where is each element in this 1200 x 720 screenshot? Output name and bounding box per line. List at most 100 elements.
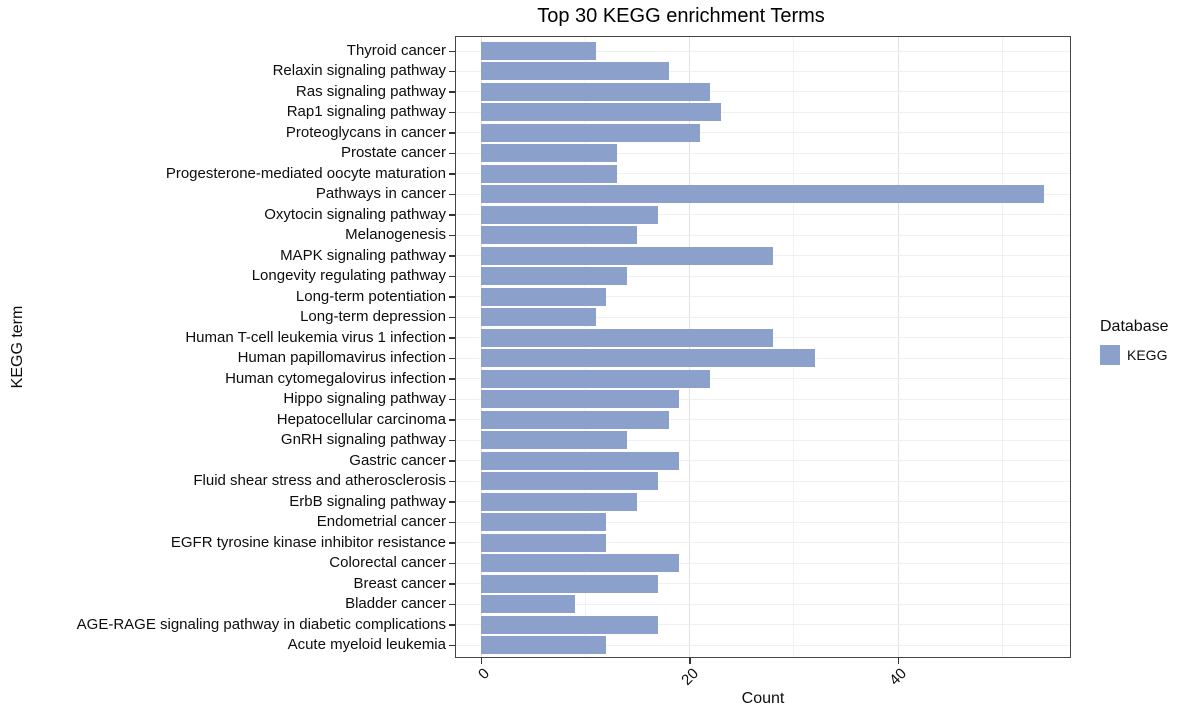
major-gridline bbox=[897, 36, 899, 658]
y-axis-tick-label: Long-term potentiation bbox=[295, 287, 446, 305]
bar bbox=[481, 246, 773, 265]
row-gridline bbox=[455, 70, 1071, 72]
minor-gridline bbox=[1001, 36, 1003, 658]
row-gridline bbox=[455, 542, 1071, 544]
y-axis-tick-label: Pathways in cancer bbox=[315, 185, 446, 203]
y-axis-tick-label: Melanogenesis bbox=[345, 226, 446, 244]
row-gridline bbox=[455, 234, 1071, 236]
y-axis-tick bbox=[449, 460, 455, 462]
y-axis-tick-label: Human T-cell leukemia virus 1 infection bbox=[185, 328, 446, 346]
bar bbox=[481, 472, 659, 491]
y-axis-tick bbox=[449, 70, 455, 73]
bar bbox=[481, 533, 607, 552]
y-axis-tick-label: Fluid shear stress and atherosclerosis bbox=[193, 472, 446, 490]
y-axis-tick bbox=[449, 378, 455, 380]
row-gridline bbox=[455, 275, 1071, 277]
y-axis-tick bbox=[449, 583, 455, 585]
bar bbox=[481, 615, 659, 634]
row-gridline bbox=[455, 419, 1071, 421]
y-axis-tick bbox=[449, 173, 455, 175]
row-gridline bbox=[455, 152, 1071, 154]
bar bbox=[481, 267, 627, 286]
bar bbox=[481, 410, 669, 429]
y-axis-tick bbox=[449, 275, 455, 278]
y-axis-tick bbox=[449, 91, 455, 93]
plot-panel bbox=[455, 36, 1071, 658]
bar bbox=[481, 185, 1044, 204]
major-gridline bbox=[480, 36, 482, 658]
y-axis-tick-label: Rap1 signaling pathway bbox=[286, 103, 446, 121]
bar bbox=[481, 328, 773, 347]
y-axis-tick-label: Hepatocellular carcinoma bbox=[276, 410, 446, 428]
bar bbox=[481, 82, 711, 101]
row-gridline bbox=[455, 603, 1071, 605]
y-axis-tick-label: Progesterone-mediated oocyte maturation bbox=[165, 164, 446, 182]
bar bbox=[481, 492, 638, 511]
row-gridline bbox=[455, 501, 1071, 503]
y-axis-tick bbox=[449, 152, 455, 155]
y-axis-tick bbox=[449, 234, 455, 237]
bar bbox=[481, 513, 607, 532]
row-gridline bbox=[455, 50, 1071, 52]
y-axis-tick-label: ErbB signaling pathway bbox=[289, 492, 446, 510]
y-axis-tick bbox=[449, 562, 455, 565]
bar bbox=[481, 574, 659, 593]
y-axis-tick bbox=[449, 337, 455, 339]
row-gridline bbox=[455, 439, 1071, 441]
minor-gridline bbox=[793, 36, 795, 658]
row-gridline bbox=[455, 521, 1071, 523]
y-axis-tick-label: Endometrial cancer bbox=[316, 513, 446, 531]
y-axis-tick-label: Acute myeloid leukemia bbox=[287, 636, 446, 653]
y-axis-tick-label: Gastric cancer bbox=[349, 451, 446, 469]
bar bbox=[481, 164, 617, 183]
y-axis-tick bbox=[449, 439, 455, 442]
y-axis-tick-label: Hippo signaling pathway bbox=[283, 390, 446, 408]
y-axis-tick-label: Oxytocin signaling pathway bbox=[264, 205, 446, 223]
legend-swatch-icon bbox=[1100, 345, 1120, 365]
x-axis-title: Count bbox=[741, 690, 785, 707]
y-axis-tick bbox=[449, 644, 455, 646]
row-gridline bbox=[455, 214, 1071, 216]
row-gridline bbox=[455, 624, 1071, 626]
legend-item-kegg: KEGG bbox=[1100, 345, 1169, 365]
bar bbox=[481, 42, 596, 60]
y-axis-tick bbox=[449, 255, 455, 257]
y-axis-tick-label: Thyroid cancer bbox=[346, 42, 446, 59]
row-gridline bbox=[455, 316, 1071, 318]
row-gridline bbox=[455, 91, 1071, 93]
bar bbox=[481, 595, 575, 614]
bar bbox=[481, 62, 669, 81]
y-axis-tick-label: Relaxin signaling pathway bbox=[272, 62, 446, 80]
bar bbox=[481, 431, 627, 450]
bar bbox=[481, 554, 680, 573]
bar bbox=[481, 390, 680, 409]
legend-title: Database bbox=[1100, 318, 1169, 335]
y-axis-tick bbox=[449, 480, 455, 483]
chart-title: Top 30 KEGG enrichment Terms bbox=[537, 5, 825, 27]
y-axis-tick-label: Human cytomegalovirus infection bbox=[225, 369, 446, 387]
row-gridline bbox=[455, 173, 1071, 175]
y-axis-tick-label: Human papillomavirus infection bbox=[237, 349, 446, 367]
y-axis-tick-label: Longevity regulating pathway bbox=[251, 267, 446, 285]
y-axis-tick bbox=[449, 50, 455, 52]
bar bbox=[481, 308, 596, 327]
legend: Database KEGG bbox=[1100, 318, 1169, 365]
bar bbox=[481, 226, 638, 245]
legend-item-label: KEGG bbox=[1127, 347, 1168, 363]
y-axis-tick bbox=[449, 111, 455, 114]
y-axis-tick-label: Prostate cancer bbox=[340, 144, 446, 162]
row-gridline bbox=[455, 583, 1071, 585]
y-axis-tick bbox=[449, 542, 455, 544]
major-gridline bbox=[689, 36, 690, 658]
row-gridline bbox=[455, 296, 1071, 298]
x-axis-tick bbox=[689, 658, 691, 664]
y-axis-tick-label: EGFR tyrosine kinase inhibitor resistanc… bbox=[170, 533, 446, 551]
row-gridline bbox=[455, 111, 1071, 113]
y-axis-tick bbox=[449, 193, 455, 196]
bar bbox=[481, 103, 721, 122]
y-axis-tick-label: MAPK signaling pathway bbox=[280, 246, 446, 264]
bar bbox=[481, 636, 607, 654]
y-axis-tick bbox=[449, 132, 455, 134]
y-axis-tick-label: Bladder cancer bbox=[345, 595, 446, 613]
row-gridline bbox=[455, 378, 1071, 380]
